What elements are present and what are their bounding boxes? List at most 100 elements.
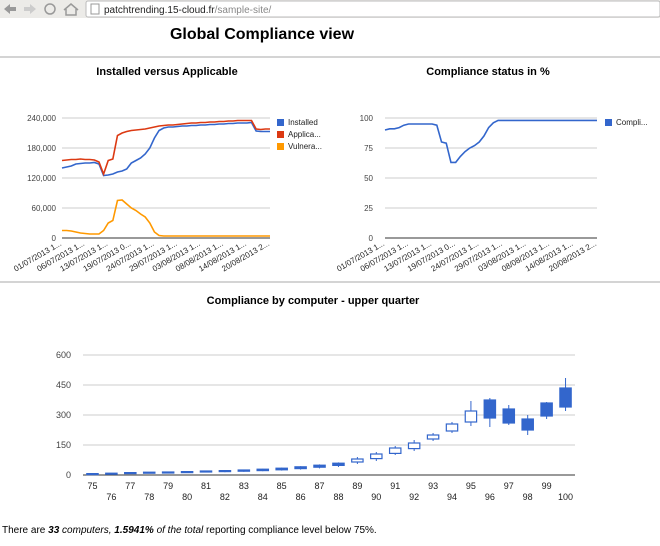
candle-body xyxy=(218,470,232,473)
footer-percent-suffix: of the total xyxy=(157,525,204,536)
y-tick-label: 75 xyxy=(364,144,373,153)
line-series xyxy=(61,121,270,177)
x-tick-label: 96 xyxy=(485,492,495,502)
x-tick-label: 90 xyxy=(371,492,381,502)
line-series xyxy=(62,199,270,237)
legend-label: Installed xyxy=(288,118,318,127)
y-tick-label: 180,000 xyxy=(27,144,56,153)
x-tick-label: 95 xyxy=(466,481,476,491)
y-tick-label: 25 xyxy=(364,204,373,213)
candle-body xyxy=(332,462,345,467)
candle-body xyxy=(275,467,288,471)
candle-body xyxy=(521,418,534,431)
candle-body xyxy=(105,472,118,475)
x-tick-label: 86 xyxy=(296,492,306,502)
url: patchtrending.15-cloud.fr/sample-site/ xyxy=(104,5,272,16)
candle-body xyxy=(445,423,459,432)
y-tick-label: 240,000 xyxy=(27,114,56,123)
footer-lead: There are xyxy=(2,525,46,536)
candle-body xyxy=(483,399,497,419)
x-tick-label: 92 xyxy=(409,492,419,502)
x-tick-label: 94 xyxy=(447,492,457,502)
x-tick-label: 82 xyxy=(220,492,230,502)
y-tick-label: 0 xyxy=(66,470,71,480)
candle-body xyxy=(407,442,421,450)
x-tick-label: 78 xyxy=(144,492,154,502)
footer-count: 33 xyxy=(48,525,60,536)
page-title: Global Compliance view xyxy=(170,26,355,43)
url-path: /sample-site/ xyxy=(215,5,272,16)
y-tick-label: 600 xyxy=(56,350,71,360)
legend-label: Compli... xyxy=(616,118,648,127)
footer-tail: reporting compliance level below 75%. xyxy=(206,525,377,536)
y-tick-label: 450 xyxy=(56,380,71,390)
chart-title: Installed versus Applicable xyxy=(96,66,237,78)
legend-swatch xyxy=(605,119,612,126)
legend-swatch xyxy=(277,143,284,150)
url-bar[interactable] xyxy=(85,0,660,18)
candle-body xyxy=(540,402,553,417)
y-tick-label: 60,000 xyxy=(32,204,57,213)
candle-body xyxy=(294,466,307,470)
line-series xyxy=(384,119,597,164)
y-tick-label: 120,000 xyxy=(27,174,56,183)
footer-count-suffix: computers, xyxy=(62,525,111,536)
footer-text: There are 33 computers, 1.5941% of the t… xyxy=(2,525,377,536)
x-tick-label: 76 xyxy=(106,492,116,502)
legend-swatch xyxy=(277,131,284,138)
candle-body xyxy=(161,471,175,474)
chart-title: Compliance status in % xyxy=(426,66,550,78)
x-tick-label: 75 xyxy=(87,481,97,491)
candle-body xyxy=(256,468,270,472)
x-tick-label: 97 xyxy=(504,481,514,491)
legend-label: Vulnera... xyxy=(288,142,322,151)
x-tick-label: 77 xyxy=(125,481,135,491)
chart-title: Compliance by computer - upper quarter xyxy=(207,295,420,307)
footer-percent: 1.5941% xyxy=(114,525,154,536)
legend-swatch xyxy=(277,119,284,126)
x-tick-label: 88 xyxy=(333,492,343,502)
x-tick-label: 79 xyxy=(163,481,173,491)
back-button[interactable] xyxy=(4,4,16,14)
candle-body xyxy=(502,408,516,424)
candle-body xyxy=(559,387,572,408)
x-tick-label: 98 xyxy=(523,492,533,502)
y-tick-label: 300 xyxy=(56,410,71,420)
candle-body xyxy=(464,410,478,423)
x-tick-label: 91 xyxy=(390,481,400,491)
home-button[interactable] xyxy=(63,3,79,16)
y-tick-label: 0 xyxy=(52,234,57,243)
candle-body xyxy=(180,471,194,474)
x-tick-label: 83 xyxy=(239,481,249,491)
url-host: patchtrending.15-cloud.fr xyxy=(104,5,215,16)
candle-body xyxy=(199,470,213,473)
x-tick-label: 93 xyxy=(428,481,438,491)
y-tick-label: 150 xyxy=(56,440,71,450)
candle-body xyxy=(142,471,156,474)
candle-body xyxy=(426,434,440,440)
candle-body xyxy=(237,469,251,472)
x-tick-label: 80 xyxy=(182,492,192,502)
legend-label: Applica... xyxy=(288,130,321,139)
line-series xyxy=(61,119,270,177)
x-tick-label: 81 xyxy=(201,481,211,491)
x-tick-label: 87 xyxy=(315,481,325,491)
candle-body xyxy=(388,447,402,455)
y-tick-label: 100 xyxy=(360,114,374,123)
page-icon xyxy=(90,3,100,15)
y-tick-label: 50 xyxy=(364,174,373,183)
x-tick-label: 89 xyxy=(352,481,362,491)
x-tick-label: 84 xyxy=(258,492,268,502)
candle-body xyxy=(86,473,99,476)
x-tick-label: 99 xyxy=(542,481,552,491)
candle-body xyxy=(370,453,383,460)
candle-body xyxy=(124,472,137,475)
y-tick-label: 0 xyxy=(369,234,374,243)
candle-body xyxy=(313,464,326,468)
x-tick-label: 85 xyxy=(277,481,287,491)
forward-button[interactable] xyxy=(24,4,36,14)
x-tick-label: 100 xyxy=(558,492,573,502)
reload-button[interactable] xyxy=(44,3,56,15)
candle-body xyxy=(351,458,364,463)
